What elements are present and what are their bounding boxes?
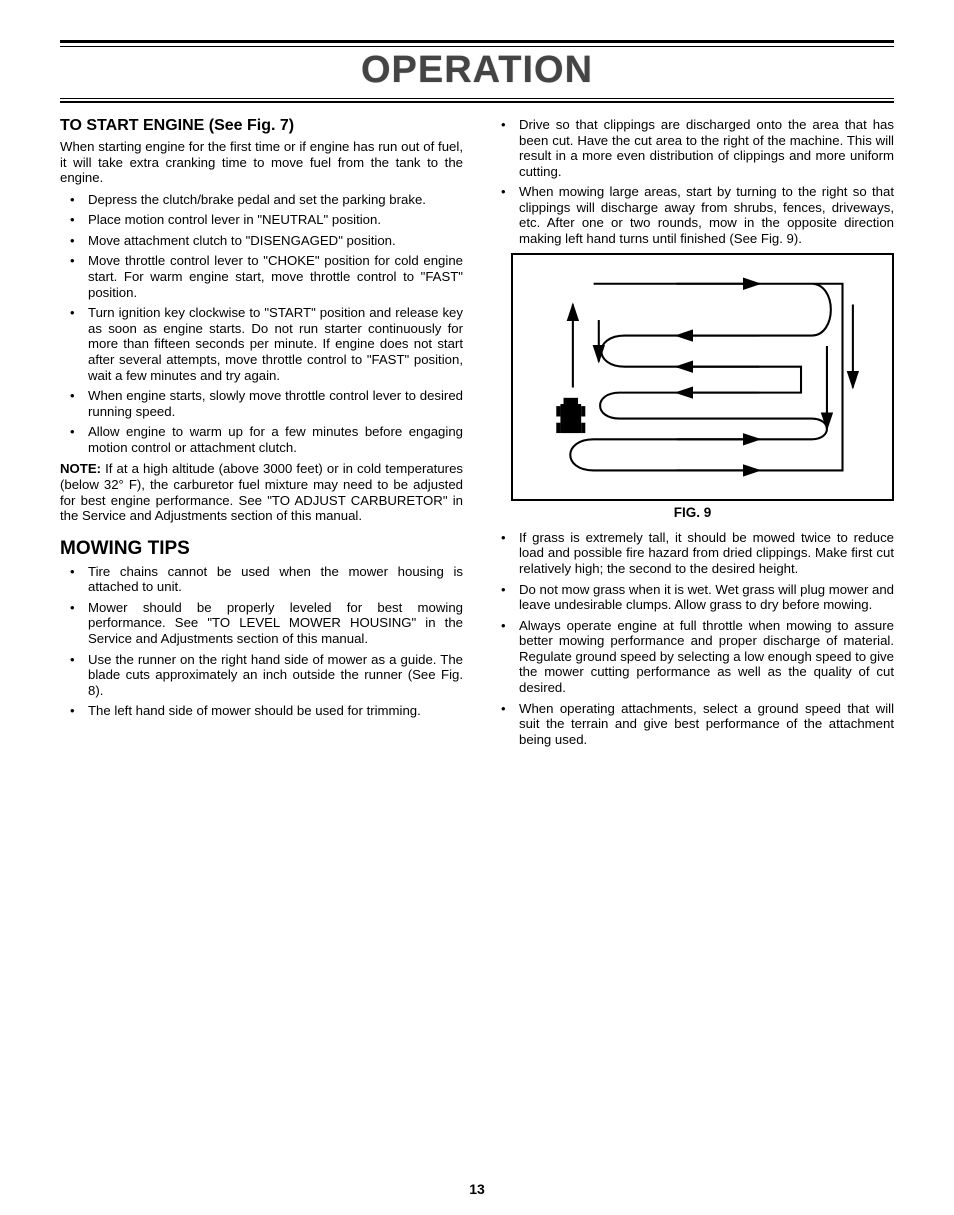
mowing-tips-list: Tire chains cannot be used when the mowe…: [60, 564, 463, 719]
start-engine-heading: TO START ENGINE (See Fig. 7): [60, 117, 463, 135]
list-item: When engine starts, slowly move throttle…: [60, 388, 463, 419]
list-item: Turn ignition key clockwise to "START" p…: [60, 305, 463, 383]
rule-top-thick: [60, 40, 894, 43]
note-label: NOTE:: [60, 461, 101, 476]
list-item: If grass is extremely tall, it should be…: [491, 530, 894, 577]
right-column: Drive so that clippings are discharged o…: [491, 117, 894, 752]
list-item: When operating attachments, select a gro…: [491, 701, 894, 748]
left-column: TO START ENGINE (See Fig. 7) When starti…: [60, 117, 463, 752]
note-text: If at a high altitude (above 3000 feet) …: [60, 461, 463, 523]
page-title: OPERATION: [60, 47, 894, 98]
rule-bot-thin: [60, 98, 894, 99]
list-item: Depress the clutch/brake pedal and set t…: [60, 192, 463, 208]
mowing-tips-list-right-after: If grass is extremely tall, it should be…: [491, 530, 894, 748]
mowing-tips-list-right-top: Drive so that clippings are discharged o…: [491, 117, 894, 247]
list-item: Allow engine to warm up for a few minute…: [60, 424, 463, 455]
list-item: Drive so that clippings are discharged o…: [491, 117, 894, 179]
figure-9-caption: FIG. 9: [491, 505, 894, 520]
start-engine-list: Depress the clutch/brake pedal and set t…: [60, 192, 463, 456]
start-engine-intro: When starting engine for the first time …: [60, 139, 463, 186]
mowing-tips-heading: MOWING TIPS: [60, 538, 463, 560]
figure-9-box: [511, 253, 894, 501]
figure-9-diagram: [521, 263, 884, 491]
list-item: Move attachment clutch to "DISENGAGED" p…: [60, 233, 463, 249]
list-item: When mowing large areas, start by turnin…: [491, 184, 894, 246]
content-columns: TO START ENGINE (See Fig. 7) When starti…: [60, 117, 894, 752]
list-item: Mower should be properly leveled for bes…: [60, 600, 463, 647]
start-engine-note: NOTE: If at a high altitude (above 3000 …: [60, 461, 463, 523]
list-item: Place motion control lever in "NEUTRAL" …: [60, 212, 463, 228]
list-item: Do not mow grass when it is wet. Wet gra…: [491, 582, 894, 613]
list-item: The left hand side of mower should be us…: [60, 703, 463, 719]
page-number: 13: [469, 1181, 485, 1197]
list-item: Always operate engine at full throttle w…: [491, 618, 894, 696]
rule-bot-thick: [60, 101, 894, 103]
list-item: Move throttle control lever to "CHOKE" p…: [60, 253, 463, 300]
list-item: Tire chains cannot be used when the mowe…: [60, 564, 463, 595]
list-item: Use the runner on the right hand side of…: [60, 652, 463, 699]
